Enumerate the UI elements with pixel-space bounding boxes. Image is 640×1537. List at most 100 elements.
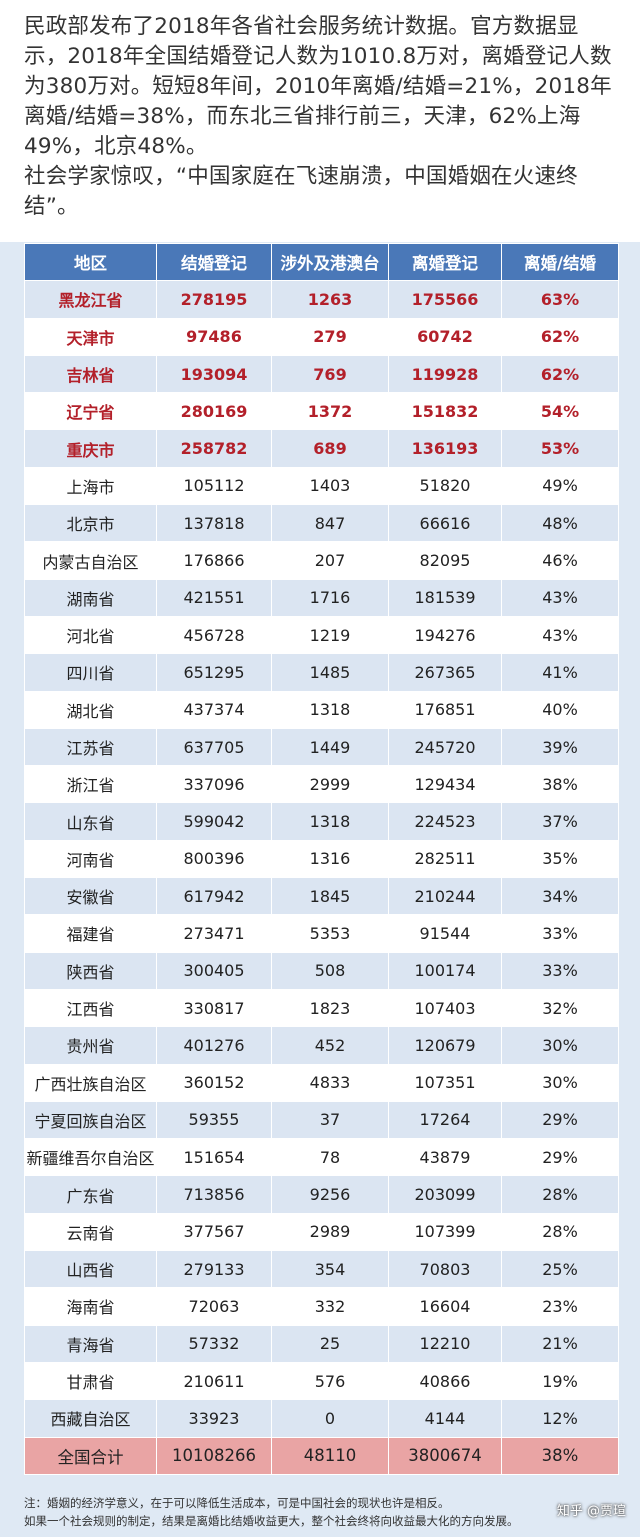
table-row: 山东省 599042 1318 224523 37% [24, 802, 619, 841]
cell-foreign: 1263 [271, 280, 389, 319]
cell-divorce: 16604 [388, 1287, 502, 1326]
cell-foreign: 508 [271, 951, 389, 990]
table-row: 上海市 105112 1403 51820 49% [24, 466, 619, 506]
intro-paragraph-2: 社会学家惊叹，“中国家庭在飞速崩溃，中国婚姻在火速终结”。 [24, 164, 578, 219]
cell-marriage: 33923 [156, 1399, 272, 1438]
table-row: 山西省 279133 354 70803 25% [24, 1250, 619, 1289]
marriage-divorce-table: 地区 结婚登记 涉外及港澳台 离婚登记 离婚/结婚 黑龙江省 278195 1263… [24, 242, 619, 1475]
table-row: 江苏省 637705 1449 245720 39% [24, 727, 619, 767]
table-row: 贵州省 401276 452 120679 30% [24, 1026, 619, 1065]
cell-region: 山东省 [24, 802, 157, 841]
cell-ratio: 39% [501, 727, 619, 767]
cell-divorce: 203099 [388, 1175, 502, 1214]
cell-foreign: 2989 [271, 1212, 389, 1252]
cell-region: 安徽省 [24, 877, 157, 916]
cell-ratio: 62% [501, 354, 619, 394]
table-row: 宁夏回族自治区 59355 37 17264 29% [24, 1100, 619, 1140]
cell-region: 宁夏回族自治区 [24, 1100, 157, 1140]
table-row: 江西省 330817 1823 107403 32% [24, 988, 619, 1028]
table-row: 黑龙江省 278195 1263 175566 63% [24, 280, 619, 319]
cell-divorce: 151832 [388, 392, 502, 431]
header-region: 地区 [24, 242, 157, 282]
cell-ratio: 19% [501, 1361, 619, 1401]
cell-divorce: 245720 [388, 727, 502, 767]
cell-foreign: 279 [271, 317, 389, 356]
cell-region: 广东省 [24, 1175, 157, 1214]
cell-region: 河南省 [24, 839, 157, 879]
cell-divorce: 107351 [388, 1063, 502, 1102]
total-foreign: 48110 [271, 1436, 389, 1475]
cell-marriage: 72063 [156, 1287, 272, 1326]
total-divorce: 3800674 [388, 1436, 502, 1475]
cell-foreign: 1403 [271, 466, 389, 506]
cell-marriage: 713856 [156, 1175, 272, 1214]
cell-marriage: 800396 [156, 839, 272, 879]
cell-marriage: 273471 [156, 914, 272, 953]
cell-ratio: 30% [501, 1026, 619, 1065]
cell-ratio: 33% [501, 914, 619, 953]
table-row: 广东省 713856 9256 203099 28% [24, 1175, 619, 1214]
cell-divorce: 136193 [388, 429, 502, 468]
cell-foreign: 9256 [271, 1175, 389, 1214]
cell-region: 辽宁省 [24, 392, 157, 431]
cell-marriage: 599042 [156, 802, 272, 841]
table-row: 西藏自治区 33923 0 4144 12% [24, 1399, 619, 1438]
cell-marriage: 258782 [156, 429, 272, 468]
cell-region: 江苏省 [24, 727, 157, 767]
cell-divorce: 267365 [388, 653, 502, 692]
table-row: 天津市 97486 279 60742 62% [24, 317, 619, 356]
cell-divorce: 82095 [388, 541, 502, 580]
source-credit-watermark: 知乎 @贾瑄 [556, 1504, 626, 1519]
table-row: 甘肃省 210611 576 40866 19% [24, 1361, 619, 1401]
table-row: 福建省 273471 5353 91544 33% [24, 914, 619, 953]
cell-divorce: 107403 [388, 988, 502, 1028]
cell-marriage: 137818 [156, 504, 272, 543]
cell-foreign: 5353 [271, 914, 389, 953]
cell-divorce: 43879 [388, 1138, 502, 1177]
table-row: 辽宁省 280169 1372 151832 54% [24, 392, 619, 431]
total-label: 全国合计 [24, 1436, 157, 1475]
cell-divorce: 4144 [388, 1399, 502, 1438]
cell-ratio: 53% [501, 429, 619, 468]
cell-foreign: 1219 [271, 615, 389, 655]
table-row: 陕西省 300405 508 100174 33% [24, 951, 619, 990]
cell-marriage: 651295 [156, 653, 272, 692]
header-ratio: 离婚/结婚 [501, 242, 619, 282]
cell-ratio: 63% [501, 280, 619, 319]
table-row: 浙江省 337096 2999 129434 38% [24, 765, 619, 804]
cell-region: 贵州省 [24, 1026, 157, 1065]
cell-marriage: 176866 [156, 541, 272, 580]
cell-marriage: 637705 [156, 727, 272, 767]
cell-foreign: 2999 [271, 765, 389, 804]
cell-ratio: 21% [501, 1324, 619, 1363]
table-row: 四川省 651295 1485 267365 41% [24, 653, 619, 692]
table-row: 云南省 377567 2989 107399 28% [24, 1212, 619, 1252]
cell-ratio: 29% [501, 1138, 619, 1177]
cell-ratio: 28% [501, 1175, 619, 1214]
cell-region: 黑龙江省 [24, 280, 157, 319]
cell-foreign: 576 [271, 1361, 389, 1401]
cell-marriage: 279133 [156, 1250, 272, 1289]
cell-ratio: 30% [501, 1063, 619, 1102]
cell-foreign: 354 [271, 1250, 389, 1289]
cell-ratio: 33% [501, 951, 619, 990]
table-header-row: 地区 结婚登记 涉外及港澳台 离婚登记 离婚/结婚 [24, 242, 619, 282]
cell-ratio: 41% [501, 653, 619, 692]
cell-foreign: 1823 [271, 988, 389, 1028]
cell-divorce: 129434 [388, 765, 502, 804]
cell-divorce: 12210 [388, 1324, 502, 1363]
header-marriage: 结婚登记 [156, 242, 272, 282]
cell-divorce: 40866 [388, 1361, 502, 1401]
cell-foreign: 1485 [271, 653, 389, 692]
cell-foreign: 1845 [271, 877, 389, 916]
cell-region: 湖北省 [24, 690, 157, 729]
cell-marriage: 330817 [156, 988, 272, 1028]
cell-foreign: 78 [271, 1138, 389, 1177]
cell-divorce: 194276 [388, 615, 502, 655]
cell-marriage: 59355 [156, 1100, 272, 1140]
cell-ratio: 54% [501, 392, 619, 431]
cell-marriage: 456728 [156, 615, 272, 655]
cell-divorce: 51820 [388, 466, 502, 506]
cell-ratio: 37% [501, 802, 619, 841]
cell-region: 海南省 [24, 1287, 157, 1326]
